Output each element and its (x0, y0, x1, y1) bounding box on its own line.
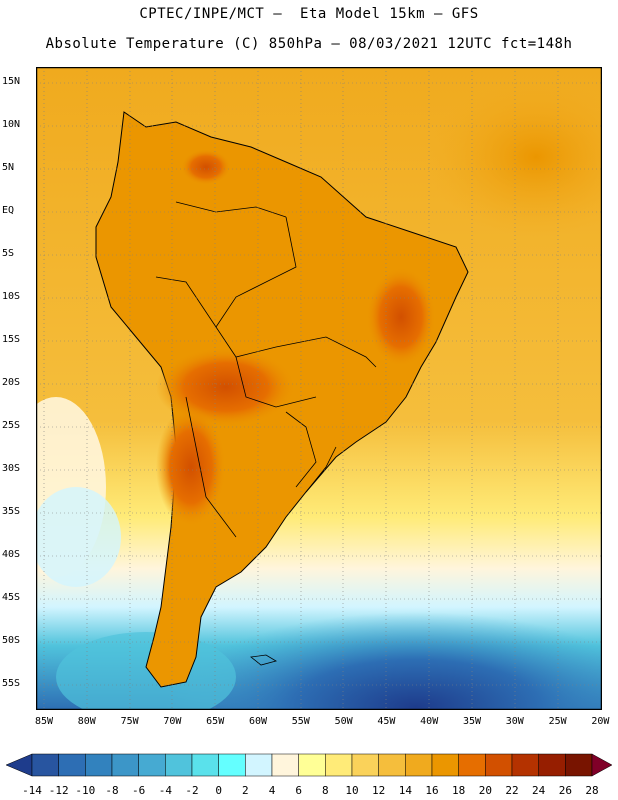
color-legend (5, 753, 613, 777)
legend-tick-label: -6 (132, 784, 146, 797)
legend-swatch (351, 753, 379, 777)
lat-label: 10N (2, 119, 21, 130)
legend-swatch (165, 753, 193, 777)
lat-label: 40S (2, 549, 21, 560)
legend-swatch (58, 753, 86, 777)
lat-label: 35S (2, 506, 21, 517)
legend-swatch (405, 753, 433, 777)
lon-label: 55W (291, 716, 310, 727)
legend-tick-label: 8 (322, 784, 329, 797)
lon-label: 35W (462, 716, 482, 727)
lat-label: 15N (2, 76, 21, 87)
legend-tick-label: 6 (295, 784, 302, 797)
legend-tick-label: -8 (105, 784, 119, 797)
lat-label: 20S (2, 377, 21, 388)
legend-swatch (271, 753, 299, 777)
legend-swatch (325, 753, 353, 777)
legend-end-low (5, 753, 33, 777)
lat-label: 25S (2, 420, 21, 431)
lon-label: 70W (163, 716, 182, 727)
lat-label: 5N (2, 162, 15, 173)
lon-label: 75W (120, 716, 139, 727)
legend-tick-label: 26 (558, 784, 572, 797)
legend-swatch (298, 753, 326, 777)
legend-tick-label: 12 (372, 784, 386, 797)
legend-tick-label: 14 (398, 784, 412, 797)
legend-swatch (565, 753, 593, 777)
lon-label: 40W (420, 716, 439, 727)
legend-swatch (111, 753, 139, 777)
legend-swatch (31, 753, 59, 777)
legend-tick-label: -14 (22, 784, 42, 797)
legend-tick-label: 28 (585, 784, 599, 797)
legend-swatch (245, 753, 273, 777)
legend-swatch (485, 753, 513, 777)
lon-label: 45W (377, 716, 396, 727)
lat-label: EQ (2, 205, 15, 216)
legend-end-high (591, 753, 613, 777)
lat-label: 50S (2, 635, 21, 646)
legend-tick-label: 0 (215, 784, 222, 797)
legend-tick-label: 4 (268, 784, 276, 797)
legend-swatch (511, 753, 539, 777)
lon-label: 25W (548, 716, 567, 727)
lon-label: 65W (206, 716, 225, 727)
lon-label: 30W (505, 716, 524, 727)
temperature-map (36, 67, 602, 710)
legend-swatch (458, 753, 486, 777)
legend-swatch (138, 753, 166, 777)
legend-tick-label: -10 (75, 784, 96, 797)
chart-title-line1: CPTEC/INPE/MCT – Eta Model 15km – GFS (139, 6, 479, 22)
map-border (36, 67, 602, 710)
legend-tick-label: 2 (242, 784, 249, 797)
country-borders (155, 201, 377, 538)
legend-tick-label: -12 (48, 784, 69, 797)
legend-swatch (191, 753, 219, 777)
lon-label: 50W (334, 716, 353, 727)
lat-label: 10S (2, 291, 21, 302)
legend-tick-label: -2 (185, 784, 199, 797)
legend-swatch (85, 753, 113, 777)
lon-label: 80W (77, 716, 96, 727)
lon-label: 60W (248, 716, 268, 727)
lat-label: 45S (2, 592, 21, 603)
lat-label: 15S (2, 334, 21, 345)
lon-label: 20W (591, 716, 610, 727)
legend-swatch (378, 753, 406, 777)
chart-title-line2: Absolute Temperature (C) 850hPa – 08/03/… (45, 36, 573, 52)
legend-tick-label: 20 (478, 784, 492, 797)
legend-swatch (218, 753, 246, 777)
lat-label: 30S (2, 463, 21, 474)
lon-label: 85W (34, 716, 54, 727)
legend-tick-label: 22 (505, 784, 519, 797)
legend-tick-label: 24 (532, 784, 546, 797)
lat-label: 5S (2, 248, 15, 259)
legend-swatch (431, 753, 459, 777)
legend-swatch (538, 753, 566, 777)
lat-label: 55S (2, 678, 21, 689)
legend-tick-label: 10 (345, 784, 359, 797)
legend-tick-label: 18 (452, 784, 466, 797)
legend-tick-label: -4 (158, 784, 172, 797)
legend-tick-label: 16 (425, 784, 439, 797)
